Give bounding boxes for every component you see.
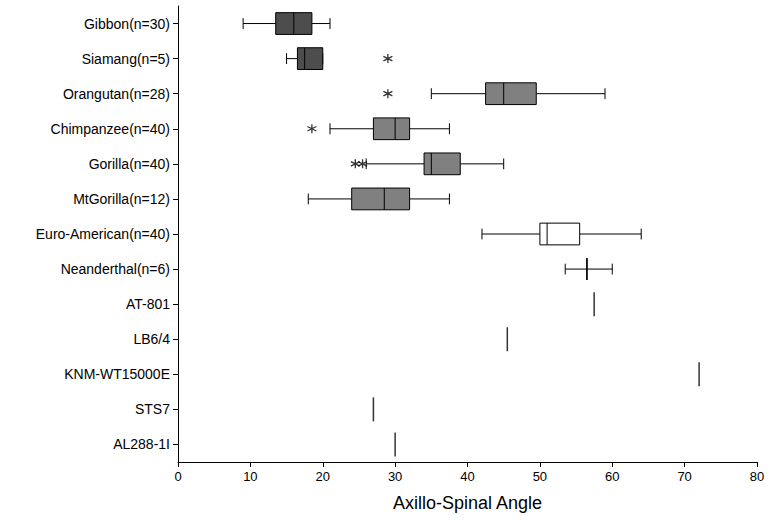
svg-text:MtGorilla(n=12): MtGorilla(n=12) [73,191,170,207]
svg-text:Siamang(n=5): Siamang(n=5) [82,51,170,67]
svg-text:70: 70 [677,469,691,484]
svg-text:20: 20 [316,469,330,484]
svg-text:50: 50 [533,469,547,484]
svg-text:STS7: STS7 [135,401,170,417]
svg-text:30: 30 [388,469,402,484]
svg-text:Euro-American(n=40): Euro-American(n=40) [36,226,170,242]
svg-text:AT-801: AT-801 [126,296,170,312]
svg-text:AL288-1I: AL288-1I [113,436,170,452]
svg-text:10: 10 [243,469,257,484]
svg-text:Chimpanzee(n=40): Chimpanzee(n=40) [51,121,170,137]
svg-text:KNM-WT15000E: KNM-WT15000E [64,366,170,382]
svg-text:80: 80 [750,469,764,484]
svg-text:0: 0 [174,469,181,484]
svg-text:Axillo-Spinal Angle: Axillo-Spinal Angle [393,493,542,513]
svg-text:40: 40 [460,469,474,484]
svg-text:Gibbon(n=30): Gibbon(n=30) [84,16,170,32]
svg-text:Gorilla(n=40): Gorilla(n=40) [89,156,170,172]
svg-text:Orangutan(n=28): Orangutan(n=28) [63,86,170,102]
svg-text:LB6/4: LB6/4 [133,331,170,347]
svg-text:60: 60 [605,469,619,484]
svg-text:Neanderthal(n=6): Neanderthal(n=6) [61,261,170,277]
